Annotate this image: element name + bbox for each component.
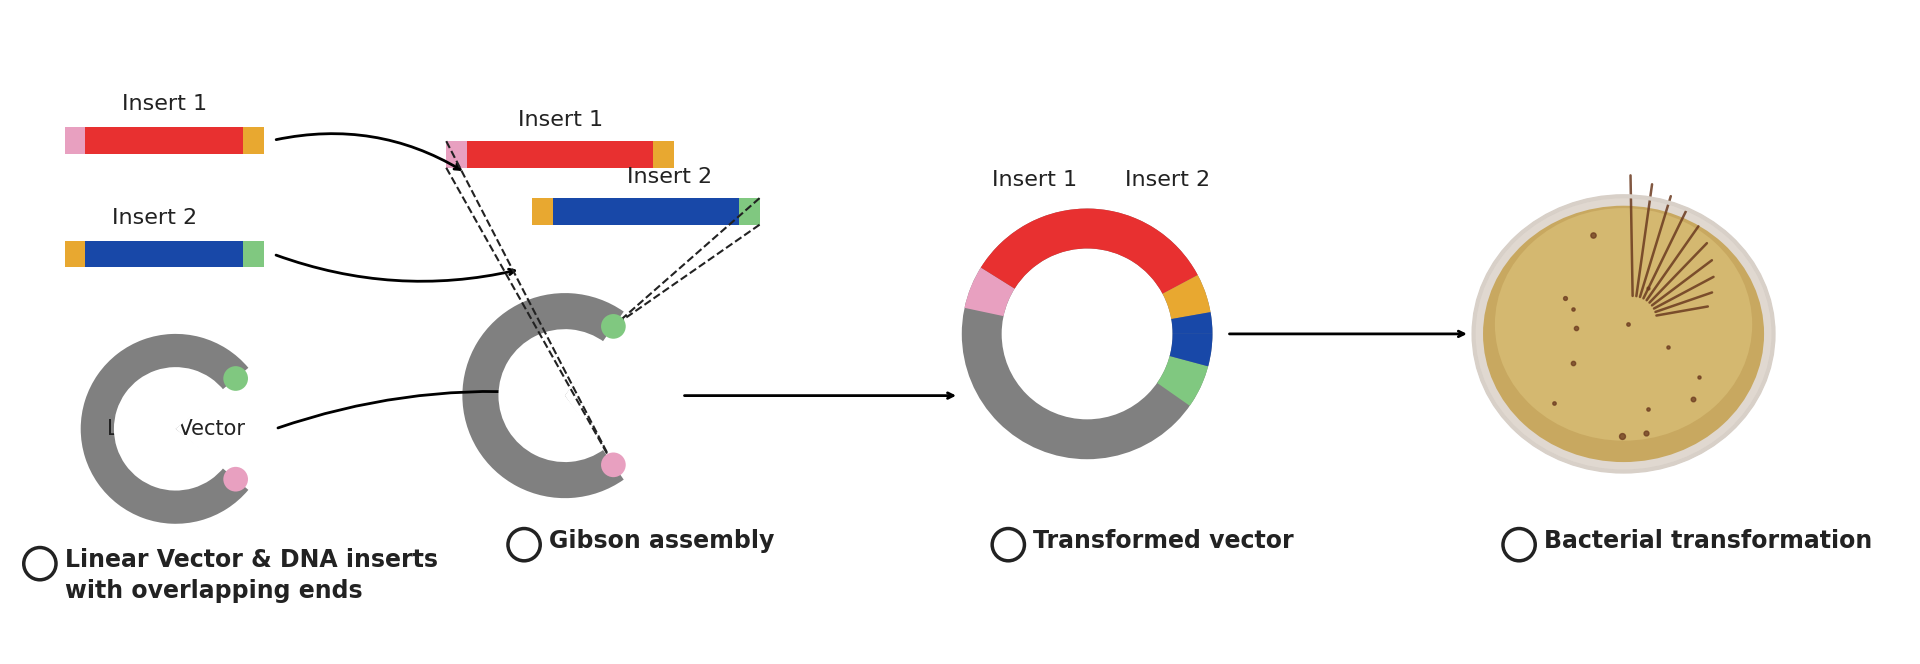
FancyBboxPatch shape	[65, 241, 86, 268]
Wedge shape	[1158, 356, 1208, 406]
Text: Insert 2: Insert 2	[1125, 169, 1210, 190]
Circle shape	[23, 548, 56, 580]
Ellipse shape	[1496, 208, 1753, 441]
Text: Insert 1: Insert 1	[993, 169, 1077, 190]
FancyBboxPatch shape	[244, 127, 263, 153]
Circle shape	[1503, 529, 1536, 561]
FancyBboxPatch shape	[65, 127, 86, 153]
FancyBboxPatch shape	[445, 141, 467, 168]
Ellipse shape	[1482, 206, 1764, 462]
Text: Insert 2: Insert 2	[111, 208, 198, 228]
Circle shape	[1002, 248, 1173, 420]
FancyBboxPatch shape	[244, 241, 263, 268]
Wedge shape	[1162, 275, 1210, 319]
Wedge shape	[499, 329, 605, 462]
Circle shape	[223, 467, 248, 491]
Text: Insert 1: Insert 1	[518, 110, 603, 129]
Text: Gibson assembly: Gibson assembly	[549, 529, 774, 552]
Text: Bacterial transformation: Bacterial transformation	[1544, 529, 1872, 552]
Circle shape	[223, 366, 248, 391]
Text: 1: 1	[33, 554, 46, 573]
Circle shape	[993, 529, 1025, 561]
Circle shape	[601, 452, 626, 477]
Circle shape	[509, 529, 540, 561]
Wedge shape	[113, 367, 225, 491]
Text: 3: 3	[1002, 535, 1016, 554]
FancyBboxPatch shape	[467, 141, 653, 168]
FancyBboxPatch shape	[739, 198, 760, 224]
Wedge shape	[981, 208, 1198, 293]
FancyBboxPatch shape	[532, 198, 553, 224]
Circle shape	[601, 314, 626, 339]
Circle shape	[962, 208, 1212, 459]
Wedge shape	[964, 268, 1014, 316]
Text: Insert 1: Insert 1	[121, 94, 207, 114]
Text: Linear Vector: Linear Vector	[108, 419, 244, 439]
Wedge shape	[1169, 334, 1212, 367]
Wedge shape	[463, 293, 624, 498]
Text: Transformed vector: Transformed vector	[1033, 529, 1294, 552]
FancyBboxPatch shape	[86, 127, 244, 153]
Text: Insert 2: Insert 2	[626, 167, 712, 187]
Wedge shape	[81, 334, 248, 524]
Text: 4: 4	[1513, 535, 1526, 554]
Ellipse shape	[1473, 197, 1774, 471]
Wedge shape	[1171, 312, 1212, 334]
FancyBboxPatch shape	[86, 241, 244, 268]
Text: 2: 2	[516, 535, 532, 554]
Text: Linear Vector & DNA inserts
with overlapping ends: Linear Vector & DNA inserts with overlap…	[65, 548, 438, 603]
FancyBboxPatch shape	[553, 198, 739, 224]
FancyBboxPatch shape	[653, 141, 674, 168]
